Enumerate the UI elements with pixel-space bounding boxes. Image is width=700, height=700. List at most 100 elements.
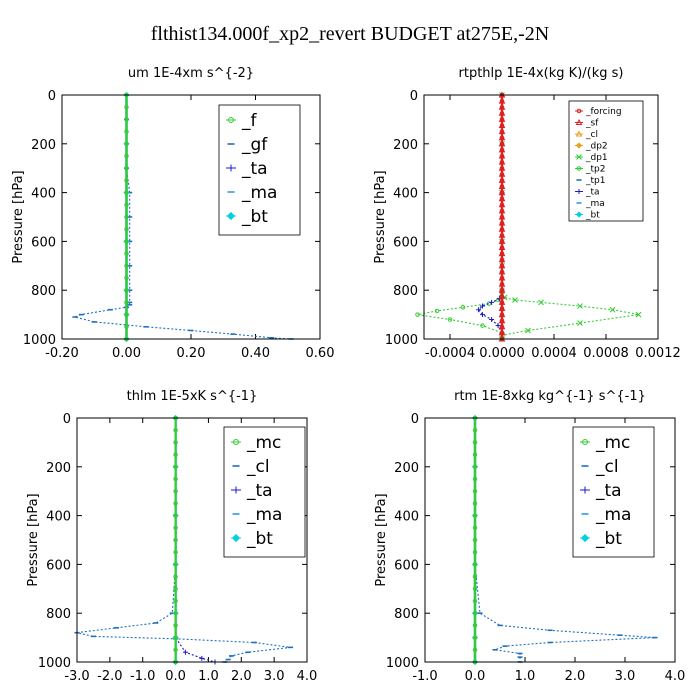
series-point <box>499 98 505 104</box>
y-tick-label: 400 <box>46 510 71 525</box>
series-point <box>199 655 205 661</box>
series-point <box>499 147 505 153</box>
x-tick-label: 4.0 <box>297 669 318 684</box>
series-mc <box>173 415 178 665</box>
series-point <box>124 324 129 330</box>
series-point <box>499 281 505 287</box>
legend-label: _bt <box>585 211 600 221</box>
y-tick-label: 600 <box>31 235 56 250</box>
series-point <box>512 297 518 303</box>
series-point <box>499 330 505 336</box>
legend-label: _mc <box>246 433 281 453</box>
x-tick-label: 0.0000 <box>479 346 525 361</box>
x-tick-label: 0.0 <box>465 669 486 684</box>
series-point <box>480 323 485 328</box>
y-tick-label: 600 <box>394 558 419 573</box>
series-point <box>472 452 478 457</box>
series-point <box>499 245 505 250</box>
series-point <box>173 610 178 616</box>
x-tick-label: 2.0 <box>565 669 586 684</box>
legend-box <box>223 426 306 558</box>
series-point <box>472 623 478 628</box>
series-point <box>499 251 505 256</box>
series-point <box>499 159 505 165</box>
x-tick-label: -3.0 <box>64 669 89 684</box>
series-forcing <box>499 92 505 342</box>
series-point <box>472 586 478 592</box>
legend: _mc _cl _ta _ma _bt <box>572 426 655 558</box>
series-point <box>173 647 178 653</box>
legend-box <box>572 426 655 558</box>
series-point <box>124 202 129 208</box>
series-point <box>499 214 505 220</box>
x-tick-label: 0.20 <box>177 346 206 361</box>
series-point <box>499 306 505 311</box>
x-tick-label: 0.0012 <box>635 346 681 361</box>
series-point <box>480 312 485 318</box>
series-point <box>173 427 178 433</box>
legend-label: _cl <box>585 130 598 140</box>
legend-label: _bt <box>241 207 268 227</box>
series-point <box>489 316 495 322</box>
x-tick-label: 1.0 <box>515 669 536 684</box>
legend-label: _ma <box>585 199 605 209</box>
legend-label: _bt <box>595 529 622 549</box>
legend-box <box>568 100 644 222</box>
x-tick-label: 0.0008 <box>583 346 629 361</box>
series-point <box>489 299 495 305</box>
series-point <box>173 562 178 567</box>
figure-title: flthist134.000f_xp2_revert BUDGET at275E… <box>151 23 549 45</box>
legend-box <box>218 104 301 236</box>
y-tick-label: 800 <box>31 284 56 299</box>
series-point <box>577 303 583 309</box>
series-point <box>499 135 505 140</box>
series-point <box>472 647 478 653</box>
series-point <box>499 196 505 201</box>
series-line <box>175 418 216 663</box>
series-point <box>124 165 129 171</box>
series-point <box>472 488 478 494</box>
series-point <box>124 153 129 159</box>
y-axis-label: Pressure [hPa] <box>11 170 26 263</box>
series-point <box>124 178 129 183</box>
series-point <box>472 440 478 445</box>
series-point <box>499 220 505 226</box>
series-point <box>499 172 505 177</box>
series-point <box>499 263 505 269</box>
plot-frame <box>424 417 676 663</box>
x-tick-label: 1.0 <box>198 669 219 684</box>
series-point <box>173 623 178 628</box>
series-point <box>499 178 505 183</box>
legend-label: _ta <box>246 481 273 501</box>
series-point <box>182 649 188 655</box>
panel-title: rtpthlp 1E-4x(kg K)/(kg s) <box>459 66 624 81</box>
series-point <box>124 275 129 281</box>
series-point <box>480 303 485 309</box>
series-point <box>472 574 478 579</box>
series-point <box>173 464 178 470</box>
series-point <box>472 598 478 604</box>
series-point <box>472 562 478 567</box>
legend-label: _ta <box>585 188 600 198</box>
y-tick-label: 1000 <box>386 656 419 671</box>
series-point <box>499 294 505 299</box>
series-point <box>173 440 178 445</box>
series-point <box>499 287 505 293</box>
series-point <box>472 610 478 616</box>
legend-label: _forcing <box>585 107 622 117</box>
series-point <box>525 327 531 334</box>
legend-label: _dp1 <box>585 153 608 163</box>
series-point <box>499 208 505 214</box>
y-axis-label: Pressure [hPa] <box>26 493 41 586</box>
series-point <box>472 464 478 470</box>
series-point <box>173 513 178 518</box>
series-point <box>472 537 478 543</box>
chart-panel-4: rtm 1E-8xkg kg^{-1} s^{-1} Pressure [hPa]… <box>374 389 685 684</box>
y-axis-label: Pressure [hPa] <box>373 170 388 263</box>
series-point <box>499 312 505 317</box>
series-point <box>124 251 129 256</box>
x-tick-label: 3.0 <box>264 669 285 684</box>
series-point <box>173 452 178 457</box>
y-tick-label: 1000 <box>38 656 71 671</box>
panels-group: um 1E-4xm s^{-2}Pressure [hPa]-0.20 0.00 0… <box>11 66 685 684</box>
